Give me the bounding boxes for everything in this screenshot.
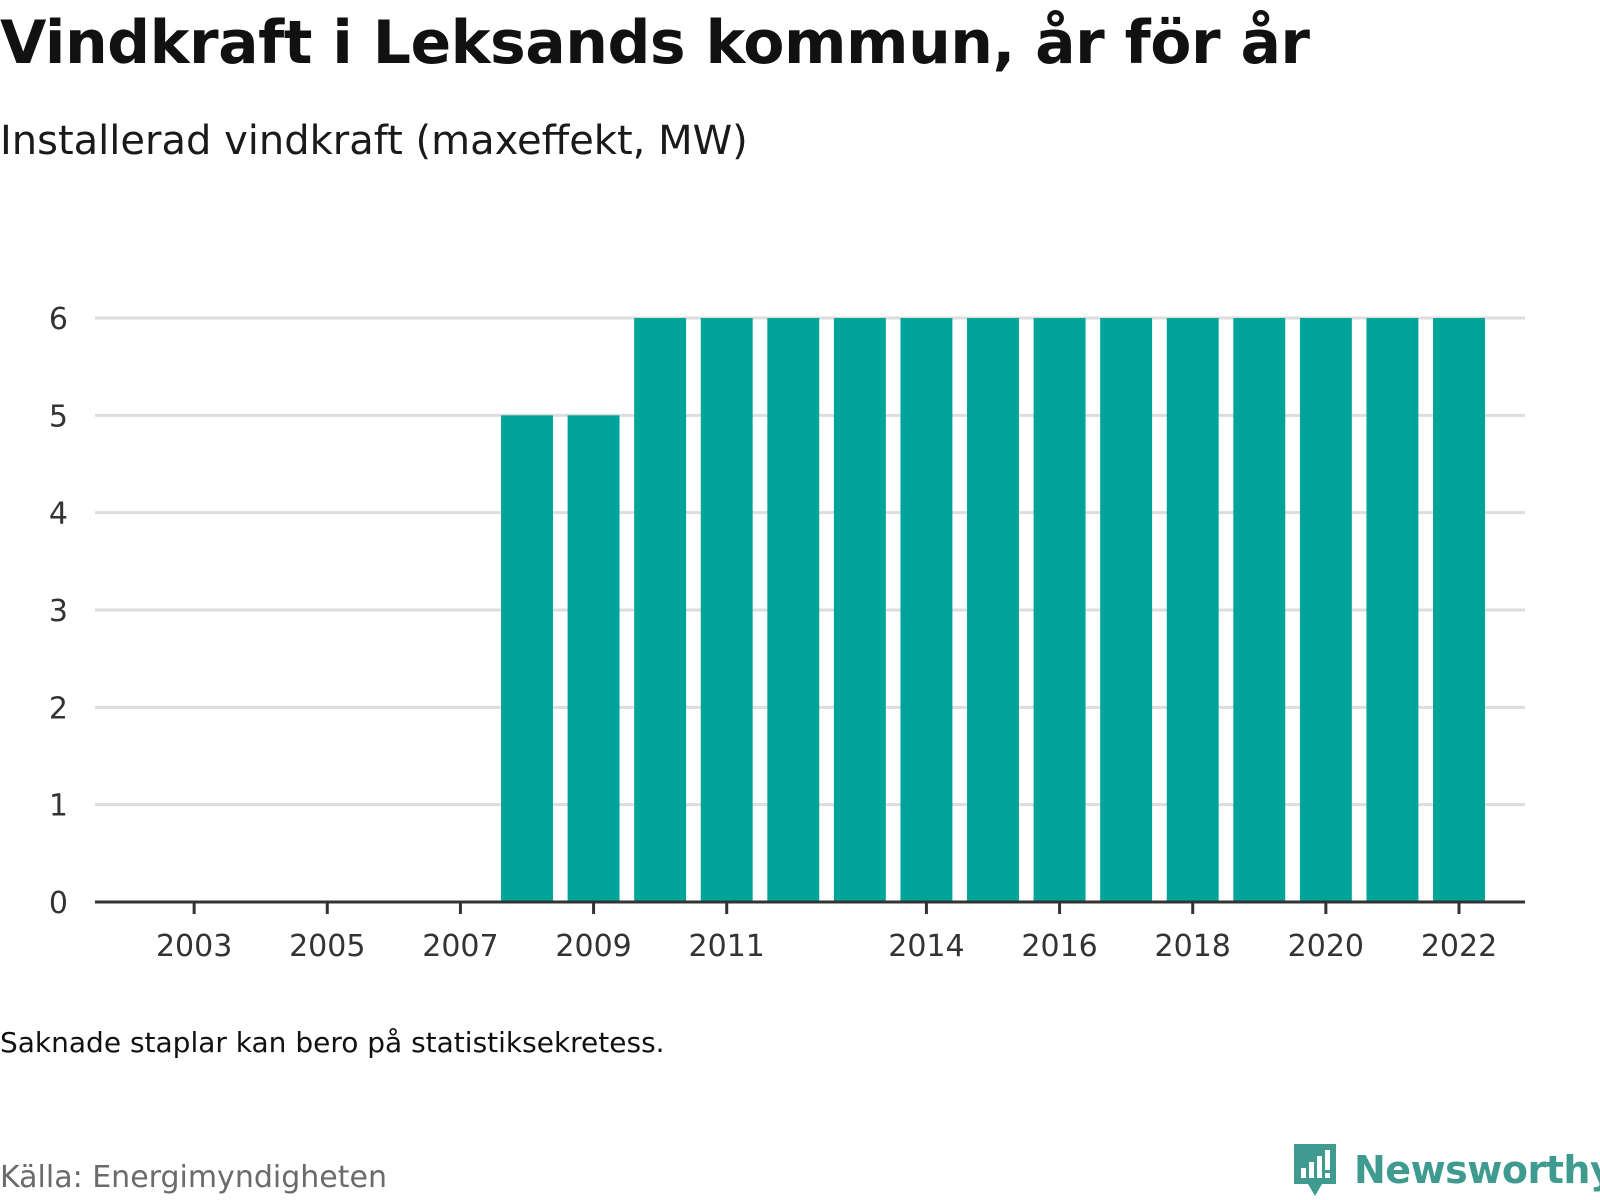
x-tick-label: 2009 (555, 929, 631, 964)
x-tick-label: 2011 (689, 929, 765, 964)
footnote: Saknade staplar kan bero på statistiksek… (0, 1026, 665, 1059)
bar-2018 (1166, 318, 1219, 902)
bar-2012 (767, 318, 820, 902)
bar-2013 (833, 318, 886, 902)
bar-2008 (501, 415, 553, 902)
chart-title: Vindkraft i Leksands kommun, år för år (0, 8, 1310, 78)
bar-2021 (1366, 318, 1419, 902)
bar-2017 (1100, 318, 1153, 902)
y-tick-label: 3 (49, 594, 68, 629)
x-tick-label: 2020 (1288, 929, 1364, 964)
x-tick-label: 2007 (422, 929, 498, 964)
y-tick-label: 1 (49, 789, 68, 824)
x-tick-label: 2022 (1421, 929, 1497, 964)
y-tick-label: 2 (49, 691, 68, 726)
bars (501, 318, 1485, 902)
source-label: Källa: Energimyndigheten (0, 1160, 387, 1195)
bar-2014 (900, 318, 953, 902)
bar-2015 (967, 318, 1019, 902)
bar-2016 (1033, 318, 1086, 902)
bar-chart: 0 1 2 3 4 5 6 2003 2005 2007 2009 2011 2014 2016 2018 2… (49, 302, 1525, 964)
brand-logo: Newsworthy (1290, 1140, 1600, 1200)
x-tick-label: 2016 (1021, 929, 1097, 964)
x-tick-label: 2014 (888, 929, 964, 964)
bar-2009 (567, 415, 620, 902)
y-tick-label: 6 (49, 302, 68, 337)
x-tick-label: 2005 (289, 929, 365, 964)
x-tick-label: 2018 (1155, 929, 1231, 964)
bar-2019 (1233, 318, 1286, 902)
axes: 0 1 2 3 4 5 6 2003 2005 2007 2009 2011 2014 2016 2018 2… (49, 302, 1525, 964)
bar-2022 (1433, 318, 1485, 902)
x-tick-label: 2003 (156, 929, 232, 964)
bar-2020 (1299, 318, 1352, 902)
bar-2010 (634, 318, 687, 902)
newsworthy-logo-icon (1294, 1144, 1336, 1196)
chart-subtitle: Installerad vindkraft (maxeffekt, MW) (0, 118, 748, 164)
y-tick-label: 4 (49, 497, 68, 532)
brand-name: Newsworthy (1354, 1148, 1600, 1192)
y-tick-label: 0 (49, 886, 68, 921)
y-tick-label: 5 (49, 399, 68, 434)
bar-2011 (700, 318, 753, 902)
